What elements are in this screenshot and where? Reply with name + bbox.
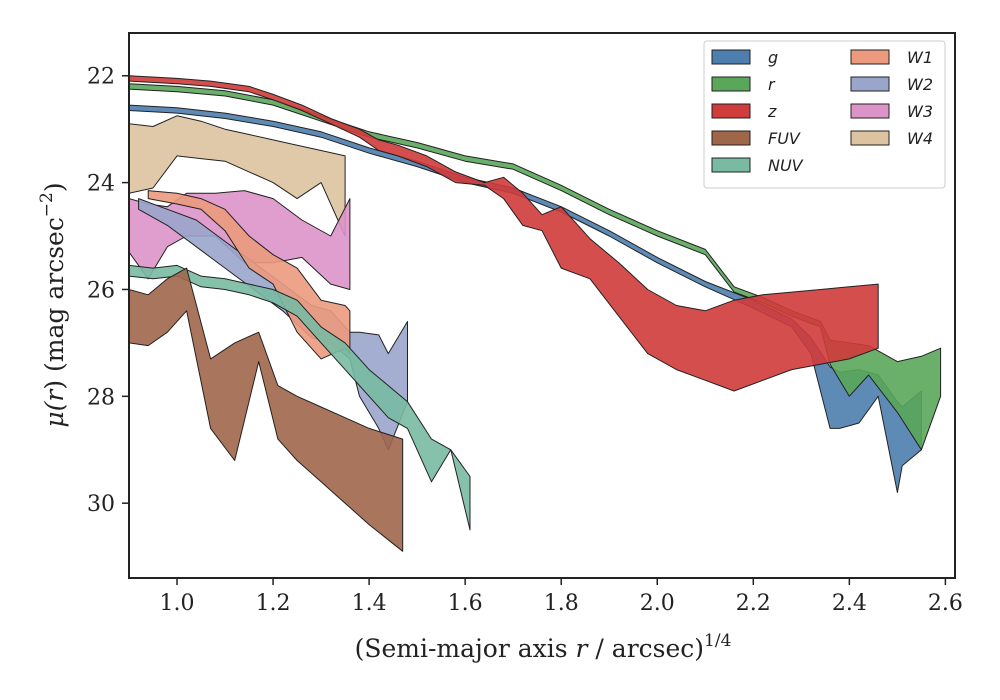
legend-swatch-w3: [850, 103, 890, 119]
band-r: [129, 83, 942, 451]
x-tick-label: 1.2: [256, 591, 291, 616]
legend-label-nuv: NUV: [768, 156, 804, 175]
x-tick-label: 2.0: [640, 591, 675, 616]
x-axis-label: (Semi-major axis r / arcsec)1/4: [355, 631, 732, 663]
x-tick-label: 2.4: [832, 591, 867, 616]
legend-label-w1: W1: [907, 48, 933, 67]
x-tick-label: 2.6: [928, 591, 963, 616]
legend-label-w4: W4: [907, 129, 933, 148]
legend-swatch-w2: [850, 76, 890, 92]
x-tick-label: 2.2: [736, 591, 771, 616]
series-bands: [129, 75, 942, 552]
legend-label-g: g: [768, 48, 778, 67]
legend-swatch-r: [711, 76, 751, 92]
band-nuv: [129, 264, 471, 531]
legend-swatch-w1: [850, 49, 890, 65]
legend-label-w3: W3: [907, 102, 933, 121]
legend-label-fuv: FUV: [768, 129, 801, 148]
y-tick-label: 28: [87, 385, 115, 410]
legend-swatch-fuv: [711, 130, 751, 146]
x-tick-label: 1.4: [352, 591, 387, 616]
x-tick-label: 1.0: [160, 591, 195, 616]
legend-swatch-z: [711, 103, 751, 119]
legend-label-z: z: [767, 102, 777, 121]
y-tick-label: 22: [87, 65, 115, 90]
legend-label-r: r: [768, 75, 776, 94]
y-axis-label: μ(r) (mag arcsec−2): [37, 182, 69, 427]
y-tick-label: 30: [87, 492, 115, 517]
band-fuv: [129, 267, 404, 552]
x-tick-label: 1.6: [448, 591, 483, 616]
axes: 1.0 1.2 1.4 1.6 1.8 2.0 2.2 2.4 2.6 22 24 26 28 30: [87, 32, 963, 616]
legend-label-w2: W2: [907, 75, 933, 94]
legend-swatch-g: [711, 49, 751, 65]
legend-swatch-w4: [850, 130, 890, 146]
legend: grz FUV NUV W1 W2 W3 W4: [703, 40, 946, 189]
y-tick-label: 26: [87, 278, 115, 303]
y-tick-label: 24: [87, 172, 115, 197]
legend-swatch-nuv: [711, 157, 751, 173]
plot-frame: [128, 32, 956, 579]
band-z: [129, 75, 879, 392]
x-tick-label: 1.8: [544, 591, 579, 616]
